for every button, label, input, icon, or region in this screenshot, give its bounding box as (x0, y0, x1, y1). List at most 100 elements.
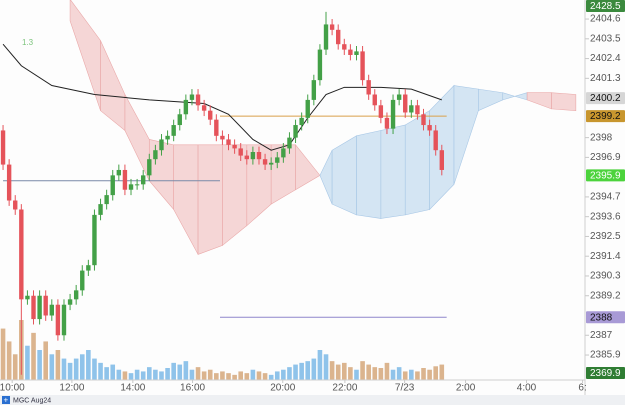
y-tick-label: 2403.5 (590, 33, 621, 44)
symbol-label[interactable]: MGC Aug24 (13, 397, 51, 404)
candle-body (171, 125, 176, 136)
price-tag (586, 311, 625, 324)
volume-bar (195, 367, 201, 380)
x-tick-label: 7/23 (395, 383, 415, 394)
volume-bar (341, 362, 347, 380)
volume-bar (73, 358, 79, 380)
ma-layer (2, 43, 442, 151)
volume-bar (415, 371, 420, 380)
x-tick-label: 4:00 (517, 383, 537, 394)
candle-body (19, 209, 24, 300)
candle-body (134, 184, 140, 186)
volume-bar (6, 341, 12, 380)
volume-bar (396, 367, 402, 380)
candle-body (390, 99, 396, 129)
volume-bar (171, 362, 176, 380)
candle-body (244, 155, 249, 160)
candle-body (372, 94, 377, 106)
candle-body (226, 139, 231, 145)
cloud-layer (69, 0, 577, 255)
price-tag (586, 169, 625, 182)
volume-bar (134, 369, 140, 380)
volume-bar (49, 354, 55, 380)
volume-bar (409, 369, 414, 380)
y-tick-label: 2393.6 (590, 211, 621, 222)
candle-body (348, 49, 353, 55)
candle-body (439, 150, 444, 170)
x-tick-label: 2:00 (456, 383, 476, 394)
y-tick-label: 2390.3 (590, 271, 621, 282)
candle-body (256, 152, 262, 160)
candle-body (189, 94, 195, 100)
volume-bar (317, 350, 323, 380)
y-tick-label: 2398 (590, 132, 613, 143)
volume-bar (55, 350, 61, 380)
volume-bar (244, 373, 250, 380)
x-tick-label: 10:00 (0, 383, 25, 394)
volume-bar (177, 364, 183, 380)
volume-bar (311, 358, 317, 380)
volume-bar (378, 368, 384, 380)
candle-body (86, 265, 91, 271)
volume-bar (238, 371, 244, 380)
candle-body (141, 175, 146, 185)
price-tag (586, 92, 625, 105)
candle-body (183, 99, 189, 115)
volume-bar (366, 364, 371, 380)
candle-body (80, 270, 85, 291)
volume-bar (183, 361, 189, 380)
candle-body (110, 175, 115, 196)
cloud-segment (197, 144, 223, 255)
candle-body (177, 114, 182, 126)
y-tick-label: 2385.9 (590, 350, 621, 361)
price-tag-label: 2395.9 (590, 170, 621, 181)
cloud-segment (404, 110, 430, 216)
candle-body (354, 51, 359, 55)
volume-bar (122, 371, 128, 380)
candle-body (323, 24, 329, 50)
y-tick-label: 2401.3 (590, 73, 621, 84)
candle-body (0, 130, 6, 165)
volume-bar (384, 362, 390, 380)
candle-body (317, 49, 323, 81)
volume-bar (354, 369, 359, 380)
volume-bar (31, 332, 36, 380)
y-tick-label: 2404.6 (590, 14, 621, 25)
cloud-segment (295, 143, 321, 191)
price-tag (586, 367, 625, 379)
candle-body (421, 114, 426, 126)
candle-body (49, 304, 54, 316)
candle-body (415, 105, 420, 115)
volume-bar (79, 354, 85, 380)
volume-bar (226, 373, 231, 380)
candle-body (311, 80, 317, 100)
candle-body (262, 159, 268, 165)
volume-bar (207, 369, 213, 380)
candle-body (268, 162, 274, 165)
volume-bar (335, 364, 341, 380)
volume-bar (421, 368, 426, 380)
candle-body (250, 152, 256, 160)
candle-body (232, 144, 237, 149)
cloud-segment (380, 124, 406, 219)
candle-body (208, 110, 213, 120)
symbol-icon[interactable] (2, 396, 10, 404)
volume-bar (250, 369, 256, 380)
volume-bar (104, 367, 109, 380)
candle-body (73, 290, 79, 300)
x-tick-label: 16:00 (180, 383, 205, 394)
volume-bar (293, 364, 298, 380)
x-tick-label: 6: (578, 383, 586, 394)
price-tag-label: 2369.9 (590, 368, 621, 379)
price-tag (586, 0, 625, 12)
volume-bar (287, 367, 292, 380)
y-tick-label: 2394.7 (590, 192, 621, 203)
volume-bar (281, 369, 286, 380)
candle-layer (0, 11, 444, 375)
candle-body (13, 200, 18, 210)
candle-body (342, 44, 347, 50)
candle-body (31, 295, 36, 320)
candle-body (25, 295, 30, 300)
volume-bar (116, 369, 122, 380)
